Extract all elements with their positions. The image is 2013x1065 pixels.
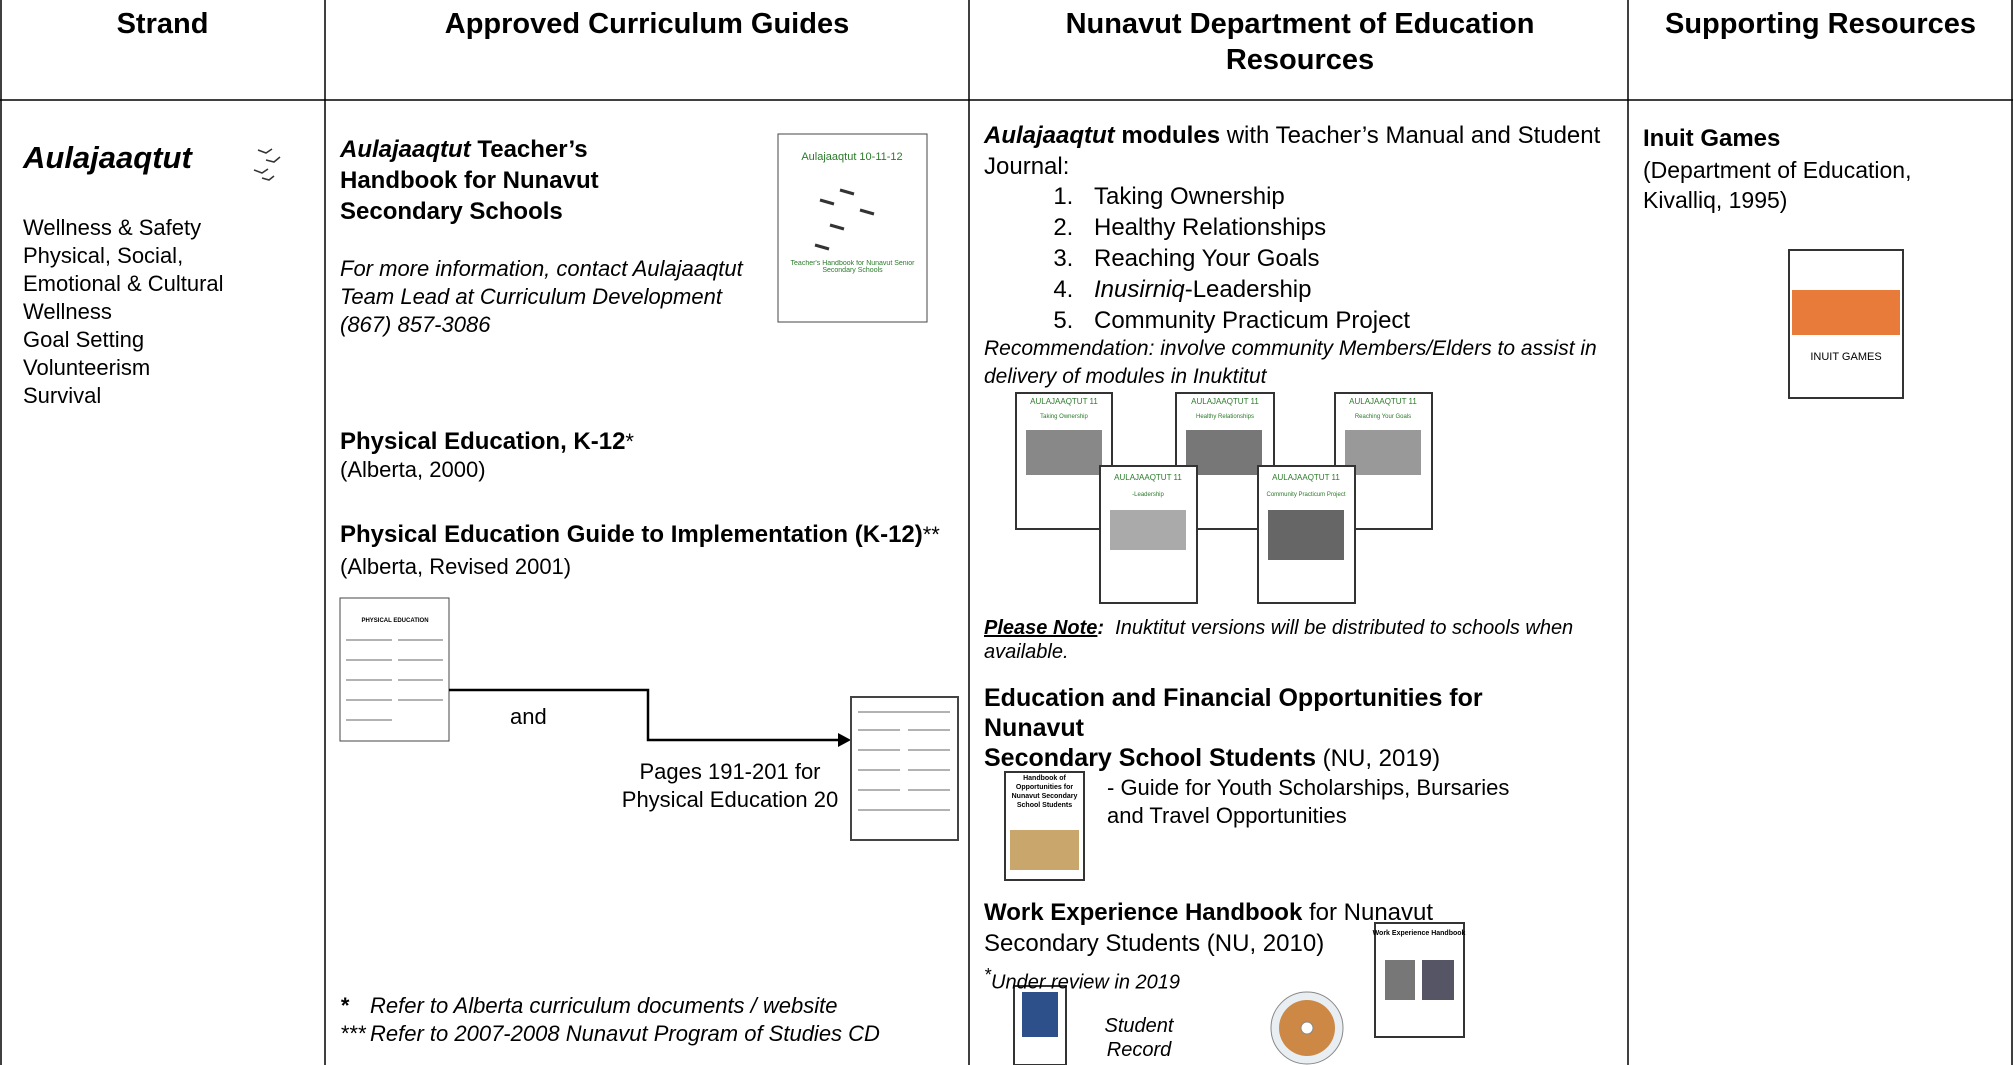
svg-text:AULAJAAQTUT 11: AULAJAAQTUT 11 bbox=[1114, 473, 1182, 482]
svg-text:AULAJAAQTUT 11: AULAJAAQTUT 11 bbox=[1272, 473, 1340, 482]
module-item: Inusirniq-Leadership bbox=[1080, 274, 1614, 305]
svg-text:Healthy Relationships: Healthy Relationships bbox=[1196, 414, 1254, 420]
opportunities-desc: - Guide for Youth Scholarships, Bursarie… bbox=[1107, 775, 1510, 828]
topic: Goal Setting bbox=[23, 327, 145, 352]
record-book: Student Record Book bbox=[1104, 1015, 1174, 1065]
svg-text:Taking Ownership: Taking Ownership bbox=[1040, 414, 1088, 420]
svg-text:INUIT GAMES: INUIT GAMES bbox=[1810, 351, 1881, 363]
modules-list: Taking Ownership Healthy Relationships R… bbox=[984, 181, 1614, 336]
note: * Refer to Alberta curriculum documents /… bbox=[340, 993, 838, 1018]
inuit-games-source: (Department of Education, Kivalliq, 1995… bbox=[1643, 157, 1912, 213]
handbook-title: Aulajaaqtut Teacher’s Handbook for Nunav… bbox=[340, 136, 599, 225]
header: Approved Curriculum Guides bbox=[444, 8, 850, 40]
topic: Survival bbox=[23, 383, 102, 408]
strand-topics: Wellness & Safety Physical, Social, Emot… bbox=[23, 214, 263, 410]
note: *** Refer to 2007-2008 Nunavut Program of… bbox=[340, 1021, 880, 1046]
header: Supporting Resources bbox=[1665, 8, 1976, 40]
cd-icon bbox=[1270, 991, 1344, 1065]
opportunities-title: Education and Financial Opportunities fo… bbox=[984, 684, 1483, 772]
pages-label: Pages 191-201 for Physical Education 20 bbox=[621, 759, 839, 812]
svg-text:PHYSICAL EDUCATION: PHYSICAL EDUCATION bbox=[361, 618, 428, 624]
handbook-contact: For more information, contact Aulajaaqtu… bbox=[340, 256, 743, 337]
birds-icon bbox=[253, 148, 281, 181]
svg-text:Community Practicum Project: Community Practicum Project bbox=[1266, 492, 1345, 498]
connector-label: and bbox=[510, 704, 547, 729]
module-item: Healthy Relationships bbox=[1080, 212, 1614, 243]
pe-guide: Physical Education Guide to Implementati… bbox=[340, 521, 940, 579]
opportunities-cover: Handbook of Opportunities for Nunavut Se… bbox=[1004, 771, 1085, 881]
handbook-cover: Aulajaaqtut 10-11-12 Teacher's Handbook … bbox=[777, 133, 928, 323]
module-item: Taking Ownership bbox=[1080, 181, 1614, 212]
module-item: Community Practicum Project bbox=[1080, 305, 1614, 336]
connector-arrow bbox=[449, 688, 851, 747]
modules-heading: Aulajaaqtut modules with Teacher’s Manua… bbox=[984, 122, 1601, 180]
inuit-games-cover: INUIT GAMES bbox=[1788, 249, 1904, 399]
work-title: Work Experience Handbook for Nunavut Sec… bbox=[984, 899, 1434, 957]
header: Strand bbox=[116, 8, 209, 40]
header: Nunavut Department of Education Resource… bbox=[1065, 8, 1535, 76]
work-cover: Work Experience Handbook bbox=[1373, 922, 1466, 1038]
svg-text:Work Experience Handbook: Work Experience Handbook bbox=[1373, 930, 1466, 937]
svg-text:AULAJAAQTUT 11: AULAJAAQTUT 11 bbox=[1030, 397, 1098, 406]
work-review: *Under review in 2019 bbox=[984, 965, 1181, 994]
strand-title: Aulajaaqtut bbox=[23, 140, 192, 175]
svg-text:AULAJAAQTUT 11: AULAJAAQTUT 11 bbox=[1191, 397, 1259, 406]
svg-text:Reaching Your Goals: Reaching Your Goals bbox=[1355, 414, 1411, 420]
record-cover bbox=[1013, 985, 1067, 1065]
topic: Physical, Social, Emotional & Cultural W… bbox=[23, 243, 224, 324]
pe-cover: PHYSICAL EDUCATION bbox=[339, 597, 450, 742]
module-covers: AULAJAAQTUT 11 Taking Ownership AULAJAAQT… bbox=[1015, 392, 1433, 604]
pages-cover bbox=[850, 696, 959, 841]
svg-text:AULAJAAQTUT 11: AULAJAAQTUT 11 bbox=[1349, 397, 1417, 406]
recommendation: Recommendation: involve community Member… bbox=[984, 337, 1597, 388]
module-item: Reaching Your Goals bbox=[1080, 243, 1614, 274]
notes: * Refer to Alberta curriculum documents /… bbox=[340, 992, 965, 1048]
svg-text:-Leadership: -Leadership bbox=[1132, 492, 1164, 498]
svg-text:Aulajaaqtut 10-11-12: Aulajaaqtut 10-11-12 bbox=[801, 151, 902, 163]
pe: Physical Education, K-12* (Alberta, 2000) bbox=[340, 428, 634, 482]
inuit-games-title: Inuit Games bbox=[1643, 125, 1781, 152]
topic: Volunteerism bbox=[23, 355, 151, 380]
please-note: Please Note: Inuktitut versions will be … bbox=[984, 617, 1579, 663]
topic: Wellness & Safety bbox=[23, 215, 202, 240]
